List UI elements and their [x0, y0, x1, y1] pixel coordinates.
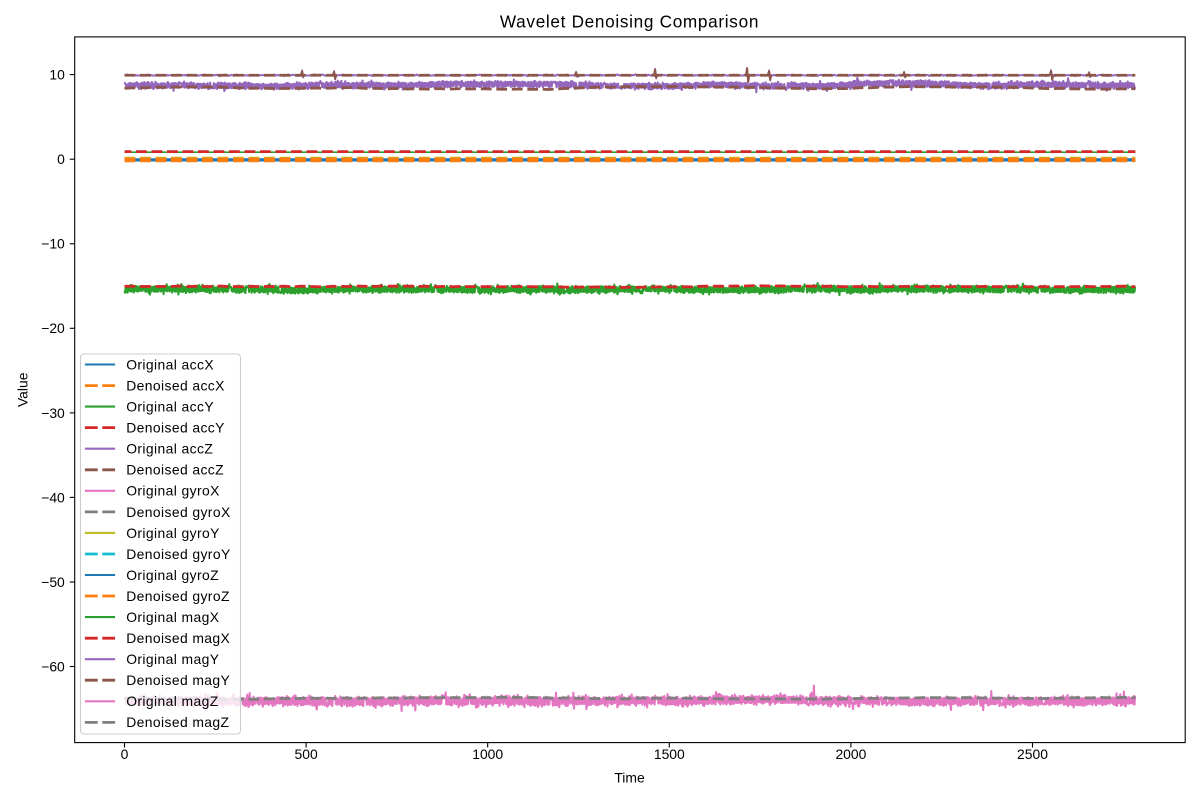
svg-text:−20: −20 [41, 320, 65, 336]
svg-text:0: 0 [121, 746, 129, 762]
svg-text:2000: 2000 [835, 746, 866, 762]
svg-text:Denoised gyroX: Denoised gyroX [126, 504, 230, 520]
svg-text:Original accZ: Original accZ [126, 441, 213, 457]
svg-text:Original gyroY: Original gyroY [126, 525, 220, 541]
svg-text:Wavelet Denoising Comparison: Wavelet Denoising Comparison [500, 12, 759, 32]
svg-text:Original gyroX: Original gyroX [126, 483, 220, 499]
svg-text:−50: −50 [41, 574, 65, 590]
svg-text:Original magX: Original magX [126, 609, 219, 625]
svg-text:Original accX: Original accX [126, 356, 214, 372]
svg-text:500: 500 [295, 746, 318, 762]
svg-text:Denoised gyroY: Denoised gyroY [126, 546, 230, 562]
svg-text:0: 0 [57, 151, 65, 167]
svg-text:Denoised magY: Denoised magY [126, 672, 230, 688]
svg-text:Denoised gyroZ: Denoised gyroZ [126, 588, 230, 604]
svg-text:10: 10 [49, 67, 65, 83]
svg-text:Denoised accZ: Denoised accZ [126, 462, 224, 478]
svg-text:Denoised accX: Denoised accX [126, 377, 225, 393]
svg-text:1500: 1500 [654, 746, 685, 762]
svg-text:−40: −40 [41, 489, 65, 505]
svg-text:Original magY: Original magY [126, 651, 219, 667]
svg-text:Time: Time [614, 770, 645, 786]
svg-text:2500: 2500 [1017, 746, 1048, 762]
svg-text:1000: 1000 [472, 746, 503, 762]
svg-text:−30: −30 [41, 405, 65, 421]
svg-text:−10: −10 [41, 236, 65, 252]
svg-text:−60: −60 [41, 658, 65, 674]
svg-text:Original gyroZ: Original gyroZ [126, 567, 219, 583]
svg-text:Denoised magZ: Denoised magZ [126, 714, 229, 730]
svg-text:Original accY: Original accY [126, 399, 214, 415]
svg-text:Denoised magX: Denoised magX [126, 630, 230, 646]
svg-text:Value: Value [15, 372, 31, 407]
svg-text:Denoised accY: Denoised accY [126, 420, 225, 436]
svg-text:Original magZ: Original magZ [126, 693, 219, 709]
